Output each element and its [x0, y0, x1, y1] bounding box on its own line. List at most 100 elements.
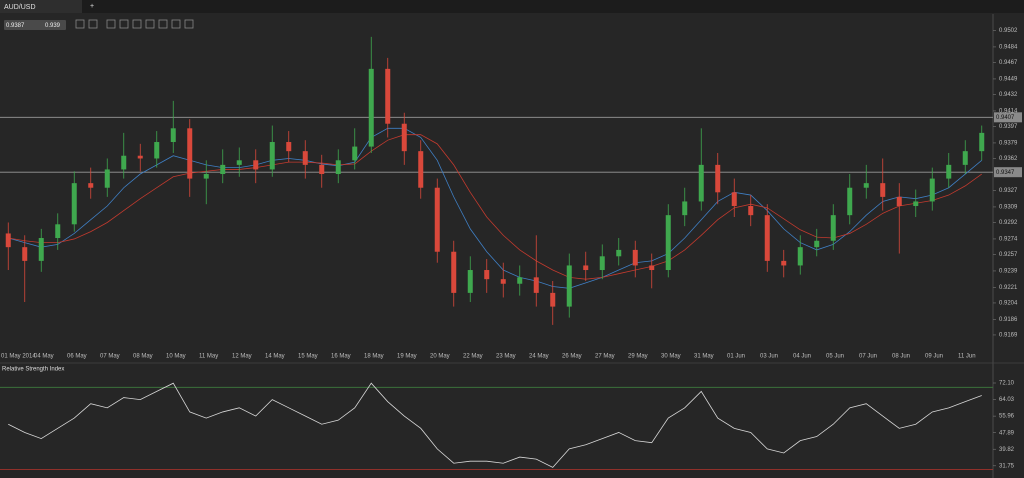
x-tick-label: 23 May: [496, 354, 516, 360]
price-level-box: [994, 167, 1022, 178]
tool[interactable]: [184, 19, 194, 29]
x-tick-label: 06 May: [67, 354, 87, 360]
tool[interactable]: [171, 19, 181, 29]
tab[interactable]: [0, 0, 82, 13]
y-tick-label: 0.9309: [999, 205, 1018, 211]
candle-body: [187, 128, 193, 179]
y-tick-label: 0.9186: [999, 317, 1018, 323]
x-tick-label: 19 May: [397, 354, 417, 360]
tool[interactable]: [119, 19, 129, 29]
y-tick-label: 64.03: [999, 397, 1015, 403]
quote-box: [4, 20, 66, 30]
candle-body: [913, 201, 919, 207]
panel-title: Relative Strength Index: [2, 367, 64, 373]
candle-body: [451, 251, 457, 293]
zoom-in[interactable]: [75, 19, 85, 29]
y-tick-label: 0.9449: [999, 76, 1018, 82]
x-tick-label: 04 May: [34, 354, 54, 360]
y-tick-label: 0.9221: [999, 285, 1018, 291]
candle-body: [599, 256, 605, 271]
candle-body: [517, 277, 523, 284]
ask-price: 0.939: [45, 23, 61, 29]
y-tick-label: 39.82: [999, 447, 1015, 453]
candle-body: [203, 174, 209, 179]
y-tick-label: 0.9169: [999, 333, 1018, 339]
x-tick-label: 22 May: [463, 354, 483, 360]
x-tick-label: 18 May: [364, 354, 384, 360]
y-tick-label: 0.9397: [999, 124, 1018, 130]
x-tick-label: 31 May: [694, 354, 714, 360]
candle-body: [236, 160, 242, 165]
x-tick-label: 24 May: [529, 354, 549, 360]
x-tick-label: 26 May: [562, 354, 582, 360]
candle-body: [121, 155, 127, 170]
x-tick-label: 20 May: [430, 354, 450, 360]
add-tab[interactable]: +: [90, 3, 94, 10]
candle-body: [137, 155, 143, 159]
x-tick-label: 07 May: [100, 354, 120, 360]
candle-body: [781, 260, 787, 266]
y-tick-label: 0.9467: [999, 60, 1018, 66]
tool[interactable]: [158, 19, 168, 29]
candle-body: [764, 215, 770, 261]
x-tick-label: 30 May: [661, 354, 681, 360]
tab-label[interactable]: AUD/USD: [4, 4, 36, 11]
candle-body: [698, 164, 704, 202]
candle-body: [616, 249, 622, 257]
y-tick-label: 0.9502: [999, 28, 1018, 34]
candle-body: [566, 265, 572, 307]
candle-body: [286, 142, 292, 152]
y-tick-label: 0.9274: [999, 237, 1018, 243]
candle-body: [731, 192, 737, 207]
bid-price: 0.9387: [6, 23, 25, 29]
y-tick-label: 0.9239: [999, 269, 1018, 275]
tool[interactable]: [132, 19, 142, 29]
moving-average: [8, 134, 982, 280]
candle-body: [583, 265, 589, 271]
candle-body: [649, 265, 655, 271]
x-tick-label: 27 May: [595, 354, 615, 360]
y-tick-label: 0.9379: [999, 141, 1018, 147]
zoom-out[interactable]: [88, 19, 98, 29]
y-tick-label: 31.75: [999, 463, 1015, 469]
candle-body: [319, 164, 325, 175]
y-tick-label: 0.9362: [999, 156, 1018, 162]
moving-average: [8, 127, 983, 289]
y-tick-label: 72.10: [999, 381, 1015, 387]
candle-body: [22, 247, 28, 261]
x-tick-label: 04 Jun: [793, 354, 811, 360]
candle-body: [682, 201, 688, 216]
candle-body: [484, 270, 490, 280]
y-tick-label: 0.9327: [999, 188, 1018, 194]
x-tick-label: 08 Jun: [892, 354, 910, 360]
candle-body: [269, 142, 275, 170]
x-tick-label: 01 Jun: [727, 354, 745, 360]
candle-body: [500, 279, 506, 284]
x-tick-label: 14 May: [265, 354, 285, 360]
y-tick-label: 0.9292: [999, 220, 1018, 226]
x-tick-label: 01 May 2014: [1, 354, 36, 360]
candle-body: [467, 270, 473, 293]
candle-body: [154, 142, 160, 159]
x-tick-label: 11 Jun: [958, 354, 976, 360]
x-tick-label: 08 May: [133, 354, 153, 360]
y-tick-label: 0.9414: [999, 109, 1018, 115]
candle-body: [38, 238, 44, 261]
tool[interactable]: [145, 19, 155, 29]
candle-body: [962, 151, 968, 165]
candle-body: [550, 292, 556, 307]
candle-body: [979, 132, 985, 152]
candle-body: [418, 151, 424, 188]
tool[interactable]: [106, 19, 116, 29]
candle-body: [104, 169, 110, 188]
x-tick-label: 15 May: [298, 354, 318, 360]
candle-body: [220, 164, 226, 175]
candle-body: [929, 178, 935, 202]
x-tick-label: 10 May: [166, 354, 186, 360]
price-level-box: [994, 112, 1022, 123]
candle-body: [335, 160, 341, 175]
tab-bar: [0, 0, 1024, 13]
candle-body: [302, 151, 308, 165]
candle-body: [863, 183, 869, 188]
candle-body: [352, 146, 358, 161]
